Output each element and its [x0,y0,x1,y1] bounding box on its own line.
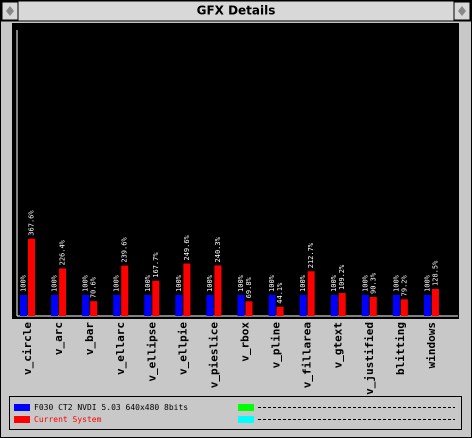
legend-swatch [14,416,30,423]
value-label: 239.6% [121,237,129,263]
value-label: 100% [51,274,59,292]
bar [51,294,59,316]
bar [307,271,315,316]
x-tick-label: blitting [394,322,407,375]
value-label: 367.6% [28,210,36,236]
bar [392,294,400,316]
value-label: 100% [361,274,369,292]
close-icon [6,6,14,16]
x-tick-label: v_gtext [332,322,345,368]
bar [183,263,191,316]
value-label: 70.6% [90,276,98,298]
x-tick-label: v_bar [83,322,96,355]
x-tick-label: v_fillarea [301,322,314,388]
value-label: 100% [175,274,183,292]
x-tick-label: v_rbox [239,322,252,362]
bar [369,297,377,316]
value-label: 100% [392,274,400,292]
bar [237,294,245,316]
bar [276,306,284,316]
legend-swatch-empty [238,404,254,411]
x-tick-label: v_pline [270,322,283,369]
bar [268,294,276,316]
x-tick-label: v_justified [363,322,376,395]
bar [338,293,346,316]
value-label: 100% [113,274,121,292]
x-tick-label: v_ellipse [145,322,158,382]
bar [152,280,160,316]
bar [214,265,222,316]
legend-swatch-empty [238,416,254,423]
x-tick-label: v_pieslice [207,322,220,389]
fuller-icon [458,6,466,16]
value-label: 100% [144,274,152,292]
title-bar[interactable] [0,0,472,22]
bar [121,265,129,316]
bar [113,294,121,316]
legend-label: Current System [34,415,102,424]
value-label: 100% [206,274,214,292]
bar [400,299,408,316]
legend-label: F030 CT2 NVDI 5.03 640x480 8bits [34,403,188,412]
value-label: 44.1% [276,282,284,304]
bar [144,294,152,316]
value-label: 100% [268,274,276,292]
x-tick-label: v_circle [21,322,34,375]
bar [20,294,27,316]
bar [175,294,183,316]
bar [330,294,338,316]
value-label: 240.3% [214,236,222,262]
bar [423,294,431,316]
bar [59,268,67,316]
value-label: 128.5% [431,260,439,286]
bar [206,294,214,316]
value-label: 100% [237,274,245,292]
value-label: 100% [330,274,338,292]
bar [361,294,369,316]
value-label: 100% [20,274,28,292]
value-label: 167.7% [152,252,160,278]
x-tick-label: windows [425,322,438,368]
plot-area [12,23,459,319]
bar [245,301,253,316]
value-label: 79.2% [400,274,408,296]
value-label: 212.7% [307,242,315,268]
value-label: 226.4% [59,239,67,265]
value-label: 100% [82,274,90,292]
bar [28,238,35,316]
legend-swatch [14,404,30,411]
x-tick-label: v_arc [52,322,65,355]
value-label: 69.8% [245,276,253,298]
value-label: 100% [423,274,431,292]
bar [90,301,98,316]
legend-box [9,396,462,430]
x-tick-label: v_ellarc [114,322,127,375]
window-title: GFX Details [197,4,276,18]
value-label: 109.2% [338,264,346,290]
bar [431,288,439,316]
bar [299,294,307,316]
bar [82,294,90,316]
x-tick-label: v_ellpie [176,322,189,375]
value-label: 249.6% [183,234,191,260]
value-label: 90.3% [369,272,377,294]
value-label: 100% [299,274,307,292]
